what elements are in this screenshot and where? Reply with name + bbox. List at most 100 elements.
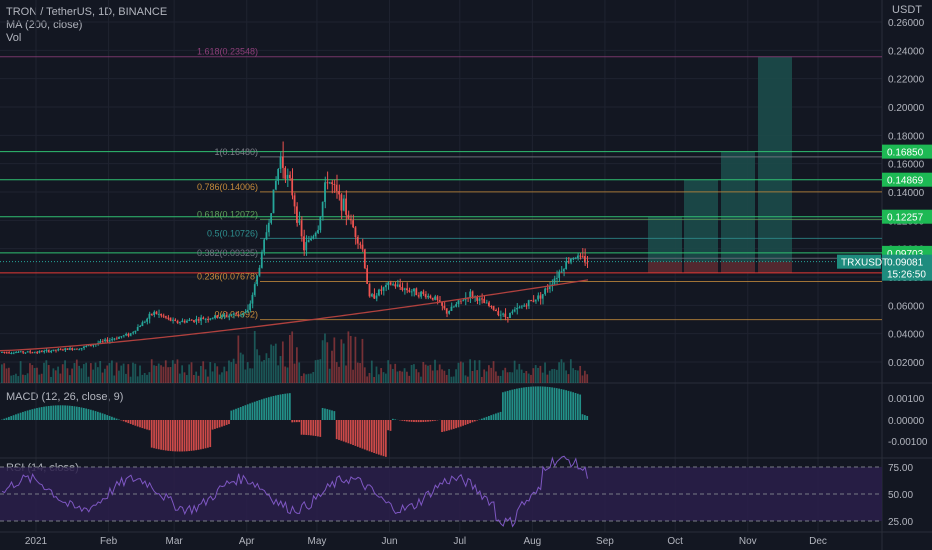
symbol-tag-box xyxy=(837,254,881,269)
macd-bar xyxy=(19,412,22,420)
macd-bar xyxy=(296,420,298,423)
macd-bar xyxy=(5,417,8,420)
volume-bar xyxy=(26,373,29,383)
volume-bar xyxy=(553,368,556,383)
volume-bar xyxy=(438,364,441,383)
macd-bar xyxy=(565,390,567,420)
candle-body xyxy=(5,352,8,354)
volume-bar xyxy=(251,368,254,383)
candle-body xyxy=(244,311,247,313)
price-axis-tick: 0.26000 xyxy=(888,18,925,29)
macd-bar xyxy=(242,406,244,420)
candle-body xyxy=(307,240,310,243)
target-loss-box xyxy=(721,261,755,273)
candle-body xyxy=(190,319,193,321)
candle-body xyxy=(68,348,71,350)
volume-bar xyxy=(157,363,160,383)
volume-bar xyxy=(169,367,172,383)
macd-bar xyxy=(342,420,345,442)
candle-body xyxy=(143,321,146,323)
candle-body xyxy=(298,220,301,223)
candle-body xyxy=(176,320,179,323)
macd-bar xyxy=(537,386,539,420)
macd-bar xyxy=(338,420,340,440)
volume-bar xyxy=(506,372,509,383)
volume-bar xyxy=(230,362,233,383)
macd-bar xyxy=(431,420,434,422)
macd-bar xyxy=(333,411,336,420)
candle-body xyxy=(293,195,296,207)
candle-body xyxy=(104,339,106,342)
candle-body xyxy=(146,318,148,322)
volume-label[interactable]: Vol xyxy=(6,32,22,44)
macd-bar xyxy=(312,420,315,436)
candle-body xyxy=(504,313,507,318)
volume-bar xyxy=(551,369,553,383)
price-axis-tick: 0.24000 xyxy=(888,46,925,57)
volume-bar xyxy=(78,365,81,383)
volume-bar xyxy=(284,366,287,383)
candle-body xyxy=(572,258,575,260)
volume-bar xyxy=(499,375,502,383)
candle-body xyxy=(10,353,13,355)
fib-retracement[interactable]: 1.618(0.23548) 1(0.16480) 0.786(0.14006) 0.… xyxy=(0,47,882,321)
macd-bar xyxy=(450,420,453,430)
candle-body xyxy=(249,303,251,310)
candle-body xyxy=(178,322,181,324)
candle-body xyxy=(89,345,92,347)
volume-bar xyxy=(307,373,310,383)
candle-body xyxy=(15,352,17,354)
time-axis-label: 2021 xyxy=(25,536,48,547)
volume-bar xyxy=(466,376,469,383)
macd-bar xyxy=(441,420,443,433)
macd-bar xyxy=(576,393,579,420)
volume-bar xyxy=(242,354,244,383)
candle-body xyxy=(162,315,165,317)
volume-bar xyxy=(52,368,55,383)
volume-bar xyxy=(92,369,95,383)
macd-bar xyxy=(85,408,88,420)
candle-body xyxy=(192,320,195,322)
time-axis-label: Jun xyxy=(381,536,397,547)
candle-body xyxy=(583,256,586,263)
candle-body xyxy=(403,288,406,290)
candle-body xyxy=(286,174,289,179)
price-axis-tick: 0.14000 xyxy=(888,188,925,199)
macd-bar xyxy=(485,416,488,420)
volume-bar xyxy=(160,365,162,383)
volume-bar xyxy=(331,350,333,383)
volume-bar xyxy=(319,359,322,383)
macd-bar xyxy=(286,393,289,420)
last-price-value: 0.09081 xyxy=(887,258,924,269)
macd-bar xyxy=(562,389,565,420)
candle-body xyxy=(314,232,317,237)
symbol-title[interactable]: TRON / TetherUS, 1D, BINANCE xyxy=(6,6,168,18)
macd-bar xyxy=(553,387,556,420)
candle-body xyxy=(410,291,413,293)
macd-bar xyxy=(331,410,333,420)
candle-body xyxy=(246,309,249,312)
macd-label[interactable]: MACD (12, 26, close, 9) xyxy=(6,391,124,403)
price-tag-label: 0.12257 xyxy=(887,213,924,224)
volume-bar xyxy=(530,374,532,383)
volume-bar xyxy=(495,371,497,383)
candle-body xyxy=(33,352,36,354)
candle-body xyxy=(101,341,104,343)
volume-bar xyxy=(115,362,118,383)
candle-body xyxy=(392,284,394,286)
candle-body xyxy=(546,288,549,290)
fib-level-label: 0.382(0.09325) xyxy=(197,248,258,258)
candle-body xyxy=(520,306,523,308)
volume-bar xyxy=(478,360,481,383)
volume-bar xyxy=(345,365,347,383)
macd-bar xyxy=(47,406,50,420)
volume-bar xyxy=(171,360,174,383)
candle-body xyxy=(111,339,113,341)
candle-body xyxy=(562,269,565,272)
macd-bar xyxy=(89,409,92,420)
volume-bar xyxy=(15,373,17,383)
candle-body xyxy=(342,198,345,211)
macd-bar xyxy=(352,420,354,446)
candle-body xyxy=(139,326,141,328)
